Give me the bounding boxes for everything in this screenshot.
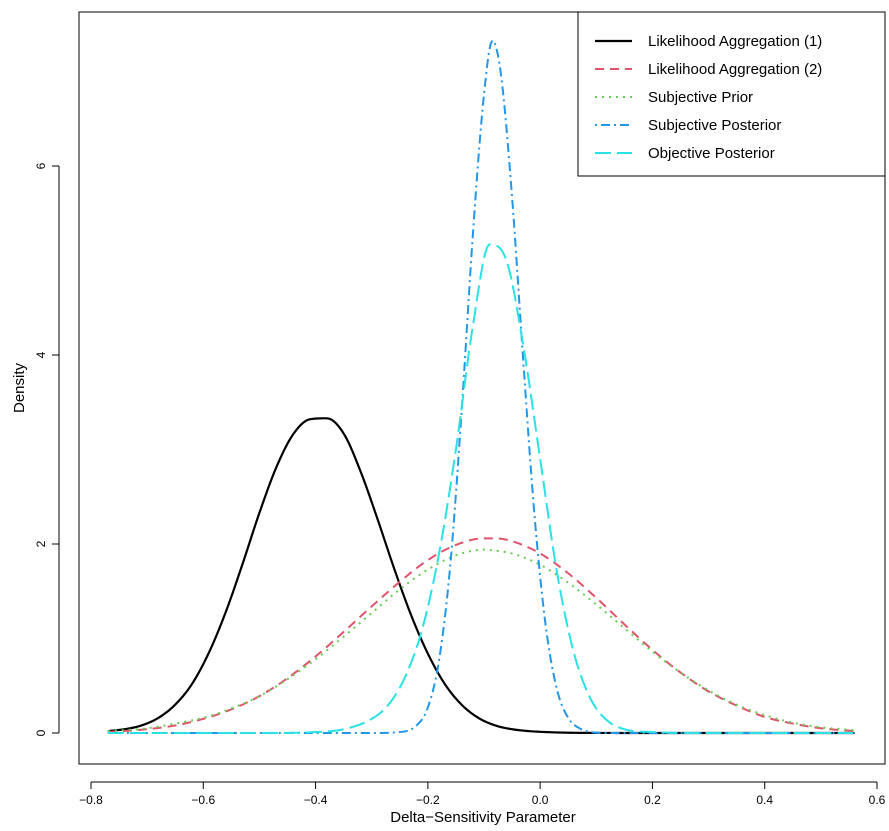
x-axis-title: Delta−Sensitivity Parameter <box>390 809 576 826</box>
legend-label: Likelihood Aggregation (1) <box>648 33 822 50</box>
x-tick-label: −0.8 <box>79 793 103 807</box>
x-tick-label: −0.2 <box>416 793 440 807</box>
y-tick-label: 4 <box>34 351 48 358</box>
x-tick-label: 0.0 <box>532 793 549 807</box>
x-tick-label: 0.2 <box>644 793 661 807</box>
series-line-2 <box>107 548 855 733</box>
legend-label: Subjective Posterior <box>648 117 781 134</box>
y-tick-label: 0 <box>34 729 48 736</box>
legend-label: Likelihood Aggregation (2) <box>648 61 822 78</box>
legend: Likelihood Aggregation (1) Likelihood Agg… <box>577 11 886 177</box>
legend-label: Objective Posterior <box>648 145 775 162</box>
y-axis: 0 2 4 6 <box>34 162 60 736</box>
x-tick-label: −0.6 <box>191 793 215 807</box>
legend-label: Subjective Prior <box>648 89 753 106</box>
y-axis-title: Density <box>11 362 28 413</box>
y-tick-label: 2 <box>34 540 48 547</box>
x-tick-label: 0.4 <box>756 793 773 807</box>
plot-frame <box>78 11 886 765</box>
x-tick-label: −0.4 <box>304 793 328 807</box>
series-line-4 <box>107 243 855 734</box>
legend-box <box>577 11 886 177</box>
y-tick-label: 6 <box>34 162 48 169</box>
series-line-0 <box>107 417 855 735</box>
series-line-1 <box>107 537 855 734</box>
x-axis: −0.8 −0.6 −0.4 −0.2 0.0 0.2 0.4 0.6 <box>79 781 886 807</box>
series-curves <box>107 39 855 735</box>
x-tick-label: 0.6 <box>869 793 886 807</box>
